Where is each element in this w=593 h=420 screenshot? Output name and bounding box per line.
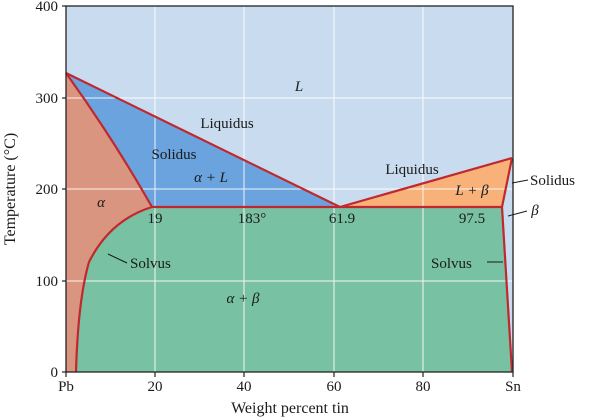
y-tick-label: 400 xyxy=(36,0,59,15)
alpha-limit-label: 19 xyxy=(148,211,163,227)
liquidus-label-left: Liquidus xyxy=(200,116,253,132)
solidus-right-leader xyxy=(511,179,529,184)
beta-leader xyxy=(507,210,528,217)
liquidus-line-left xyxy=(65,72,341,208)
y-tick-label: 100 xyxy=(36,274,59,290)
eutectic-temp-label: 183° xyxy=(238,211,267,227)
region-label-alpha-plus-liquid: α + L xyxy=(194,170,228,186)
y-axis-title: Temperature (°C) xyxy=(2,133,19,245)
solvus-left-leader xyxy=(107,253,128,264)
alpha-plus-beta-region xyxy=(76,207,512,372)
region-label-alpha: α xyxy=(97,195,106,211)
solidus-label-left: Solidus xyxy=(151,147,196,163)
solvus-line-left xyxy=(74,205,153,373)
solidus-line-right xyxy=(500,157,514,208)
y-tick-label: 200 xyxy=(36,182,59,198)
grid-lines xyxy=(66,6,513,372)
alpha-region xyxy=(66,73,152,372)
y-tick-label: 0 xyxy=(51,365,59,381)
solidus-line-left xyxy=(65,72,153,208)
liquidus-line-right xyxy=(339,156,513,209)
x-tick-label: 80 xyxy=(416,379,431,395)
beta-limit-label: 97.5 xyxy=(459,211,485,227)
y-tick-label: 300 xyxy=(36,91,59,107)
solvus-label-left: Solvus xyxy=(130,256,171,272)
x-tick-label: 60 xyxy=(327,379,342,395)
region-label-beta: β xyxy=(530,203,539,219)
x-axis-title: Weight percent tin xyxy=(231,400,349,417)
x-tick-label: Sn xyxy=(505,379,521,395)
region-label-liquid: L xyxy=(294,79,303,95)
x-tick-label: 20 xyxy=(148,379,163,395)
x-tick-label: Pb xyxy=(58,379,74,395)
eutectic-comp-label: 61.9 xyxy=(329,211,355,227)
region-label-alpha-plus-beta: α + β xyxy=(227,291,260,307)
liquidus-label-right: Liquidus xyxy=(385,162,438,178)
solvus-line-right xyxy=(500,206,514,373)
solvus-label-right: Solvus xyxy=(431,256,472,272)
region-label-liquid-plus-beta: L + β xyxy=(454,183,489,199)
x-tick-label: 40 xyxy=(237,379,252,395)
solidus-label-right: Solidus xyxy=(530,173,575,189)
